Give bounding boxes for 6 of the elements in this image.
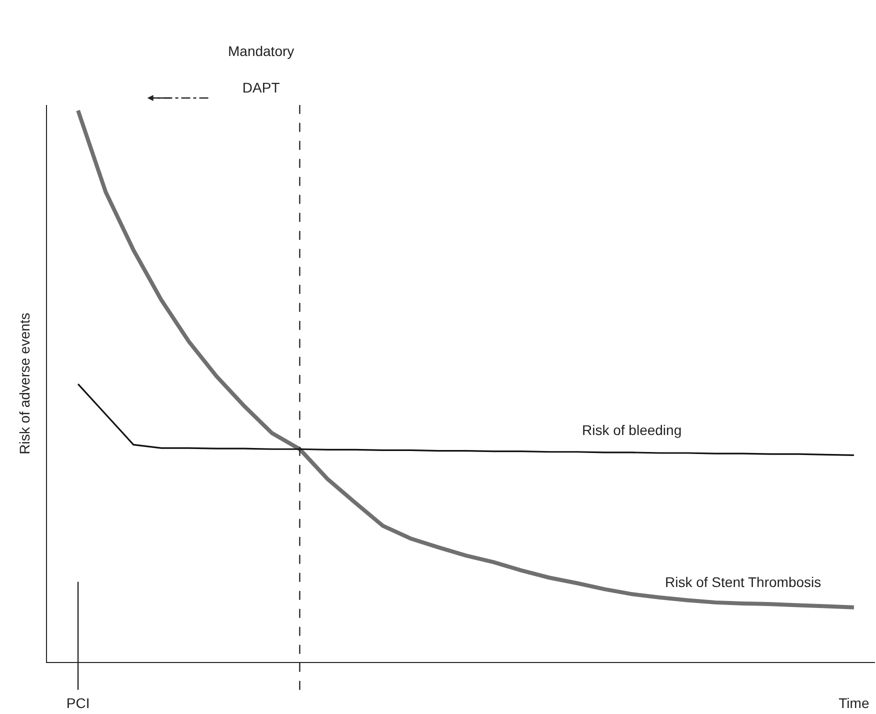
text: Mandatory DAPT: [228, 43, 294, 96]
annotation: Risk of bleeding: [582, 422, 682, 438]
y-axis-title: Risk of adverse events: [16, 312, 32, 454]
annotation: Risk of Stent Thrombosis: [665, 574, 822, 590]
x-tick-label: PCI: [66, 694, 90, 711]
x-tick-label: Time: [838, 694, 870, 711]
